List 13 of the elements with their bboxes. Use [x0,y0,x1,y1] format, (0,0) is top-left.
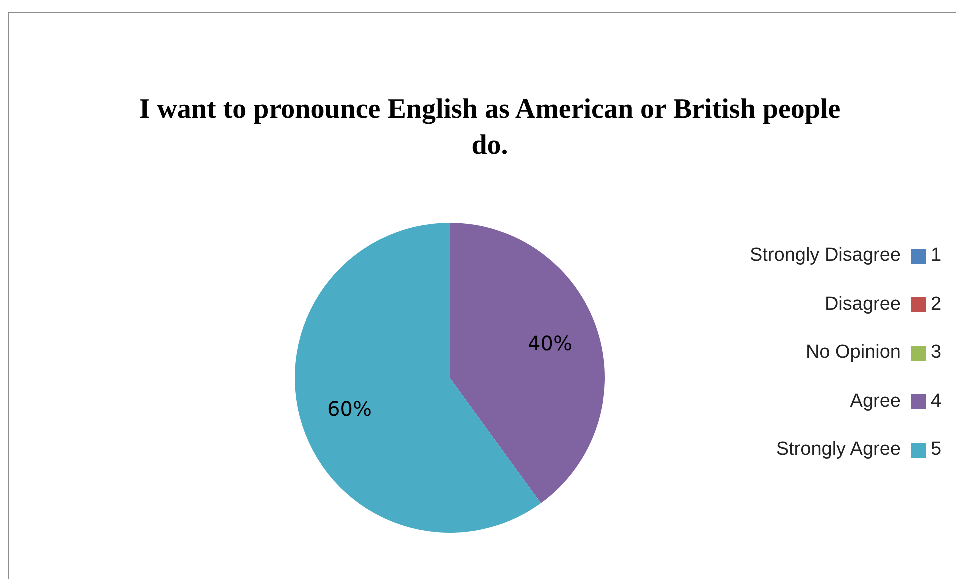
legend-label: 4 [931,390,943,413]
chart-title: I want to pronounce English as American or British people do. [138,93,842,163]
legend-label: 2 [931,294,943,316]
legend-label: 1 [931,245,943,268]
text: Agree [850,390,901,413]
data-label: 40% [528,332,572,356]
text: No Opinion [806,342,901,364]
text: Strongly Agree [776,439,901,462]
text: Disagree [824,294,901,316]
data-label: 60% [328,396,372,421]
legend-label: 5 [931,439,943,462]
legend-label: 3 [931,342,943,364]
text: Strongly Disagree [750,245,901,268]
